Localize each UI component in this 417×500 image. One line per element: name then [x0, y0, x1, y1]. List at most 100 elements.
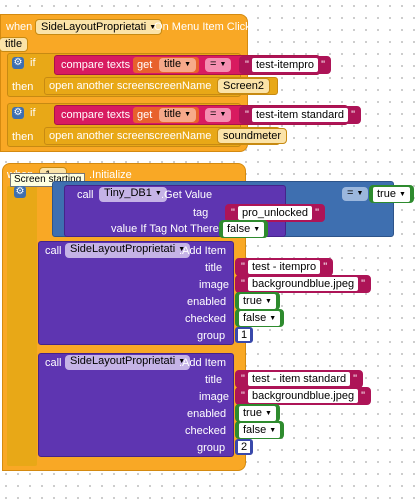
open-screen-label: open another screen [49, 130, 150, 142]
compare-texts-block[interactable]: compare texts get title ▼ = ▼ " test-item … [54, 105, 361, 125]
call-label: call [77, 189, 94, 201]
checked-label: checked [185, 425, 226, 437]
chevron-down-icon: ▼ [269, 427, 277, 434]
compare-texts-label: compare texts [61, 109, 131, 121]
open-screen-block[interactable]: open another screen screenName soundmete… [44, 127, 288, 145]
boolean-dropdown[interactable]: true ▼ [239, 406, 276, 421]
string-literal[interactable]: " test-itempro " [239, 56, 332, 74]
chevron-down-icon: ▼ [253, 226, 261, 233]
boolean-dropdown[interactable]: false ▼ [239, 423, 281, 438]
add-item-call-then[interactable]: call SideLayoutProprietati ▼ .Add Item ti… [38, 241, 234, 345]
get-variable-block[interactable]: get title ▼ [133, 57, 199, 73]
enabled-label: enabled [187, 296, 227, 308]
chevron-down-icon: ▼ [398, 191, 406, 198]
image-label: image [199, 279, 229, 291]
screen-dropdown[interactable]: Screen2 [217, 78, 270, 94]
string-literal[interactable]: " test-item standard " [239, 106, 361, 124]
get-label: get [137, 109, 153, 121]
image-string-literal[interactable]: " backgroundblue.jpeg " [235, 387, 372, 405]
default-boolean-block[interactable]: false ▼ [219, 220, 269, 238]
variable-dropdown[interactable]: title ▼ [159, 108, 197, 122]
enabled-boolean-block[interactable]: true ▼ [235, 292, 280, 310]
param-title-chip[interactable]: title [0, 37, 29, 52]
then-label: then [12, 131, 34, 143]
if-block-2[interactable]: ⚙ if then compare texts get title ▼ = ▼ " … [7, 103, 361, 147]
open-screen-block[interactable]: open another screen screenName Screen2 [44, 77, 278, 95]
component-dropdown[interactable]: SideLayoutProprietati ▼ [35, 19, 163, 35]
if-label: if [30, 57, 36, 69]
title-string-literal[interactable]: " test - itempro " [235, 258, 334, 276]
screen-name-label: screenName [149, 130, 212, 142]
then-label: then [12, 81, 34, 93]
enabled-boolean-block[interactable]: true ▼ [235, 404, 280, 422]
operator-dropdown[interactable]: = ▼ [205, 108, 232, 122]
enabled-label: enabled [187, 408, 227, 420]
tag-value[interactable]: pro_unlocked [237, 206, 313, 220]
image-string-literal[interactable]: " backgroundblue.jpeg " [235, 275, 372, 293]
image-label: image [199, 391, 229, 403]
component-dropdown[interactable]: SideLayoutProprietati ▼ [65, 355, 191, 370]
chevron-down-icon: ▼ [154, 190, 162, 197]
string-value[interactable]: test-itempro [251, 58, 319, 72]
boolean-dropdown[interactable]: false ▼ [223, 222, 265, 237]
boolean-dropdown[interactable]: false ▼ [239, 311, 281, 326]
group-value[interactable]: 1 [238, 329, 251, 341]
title-value[interactable]: test - itempro [247, 260, 321, 274]
title-label: title [205, 374, 223, 386]
operator-dropdown[interactable]: = ▼ [342, 187, 369, 201]
event-name-label: .Initialize [89, 169, 132, 181]
when-label: when [6, 21, 33, 33]
get-variable-block[interactable]: get title ▼ [133, 107, 199, 123]
chevron-down-icon: ▼ [219, 61, 227, 68]
checked-boolean-block[interactable]: false ▼ [235, 421, 285, 439]
boolean-dropdown[interactable]: true ▼ [373, 187, 410, 202]
boolean-dropdown[interactable]: true ▼ [239, 294, 276, 309]
method-label: .Add Item [179, 245, 227, 257]
default-value-label: value If Tag Not There [111, 223, 219, 235]
group-value[interactable]: 2 [238, 441, 251, 453]
get-label: get [137, 59, 153, 71]
event-block-menu-item-click[interactable]: when SideLayoutProprietati ▼ .On Menu Ite… [0, 14, 361, 152]
component-dropdown[interactable]: SideLayoutProprietati ▼ [65, 243, 191, 258]
add-item-call-else[interactable]: call SideLayoutProprietati ▼ .Add Item ti… [38, 353, 234, 457]
operator-dropdown[interactable]: = ▼ [205, 58, 232, 72]
chevron-down-icon: ▼ [356, 190, 364, 197]
if-label: if [30, 107, 36, 119]
title-label: title [205, 262, 223, 274]
call-label: call [45, 245, 62, 257]
tag-label: tag [193, 207, 209, 219]
gear-icon[interactable]: ⚙ [12, 57, 24, 69]
checked-label: checked [185, 313, 226, 325]
title-value[interactable]: test - item standard [247, 372, 351, 386]
tag-string-literal[interactable]: " pro_unlocked " [225, 204, 325, 222]
open-screen-label: open another screen [49, 80, 150, 92]
db-component-dropdown[interactable]: Tiny_DB1 ▼ [99, 187, 167, 202]
title-string-literal[interactable]: " test - item standard " [235, 370, 364, 388]
group-number-block[interactable]: 2 [235, 439, 254, 455]
group-label: group [197, 330, 226, 342]
event-name-label: .On Menu Item Click [151, 21, 251, 33]
tinydb-get-value-block[interactable]: call Tiny_DB1 ▼ .Get Value tag " pro_unlo… [64, 185, 325, 238]
chevron-down-icon: ▼ [219, 111, 227, 118]
chevron-down-icon: ▼ [264, 410, 272, 417]
chevron-down-icon: ▼ [149, 24, 157, 31]
group-label: group [197, 442, 226, 454]
chevron-down-icon: ▼ [184, 111, 192, 118]
image-value[interactable]: backgroundblue.jpeg [247, 277, 359, 291]
if-else-body [7, 186, 37, 466]
variable-dropdown[interactable]: title ▼ [159, 58, 197, 72]
screen-dropdown[interactable]: soundmeter [217, 128, 288, 144]
boolean-true-block[interactable]: true ▼ [369, 185, 414, 203]
call-label: call [45, 357, 62, 369]
checked-boolean-block[interactable]: false ▼ [235, 309, 285, 327]
if-block-1[interactable]: ⚙ if then compare texts get title ▼ = ▼ " … [7, 53, 332, 97]
image-value[interactable]: backgroundblue.jpeg [247, 389, 359, 403]
group-number-block[interactable]: 1 [235, 327, 254, 343]
gear-icon[interactable]: ⚙ [14, 186, 26, 198]
string-value[interactable]: test-item standard [251, 108, 349, 122]
method-label: .Add Item [179, 357, 227, 369]
gear-icon[interactable]: ⚙ [12, 107, 24, 119]
chevron-down-icon: ▼ [178, 246, 186, 253]
compare-texts-block[interactable]: compare texts get title ▼ = ▼ " test-itemp… [54, 55, 332, 75]
compare-texts-label: compare texts [61, 59, 131, 71]
